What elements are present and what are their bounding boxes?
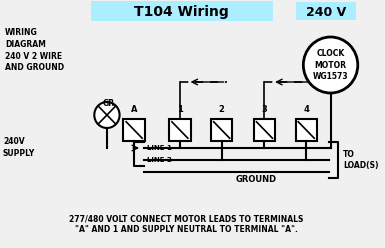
Text: T104 Wiring: T104 Wiring (134, 5, 229, 19)
Text: LINE 2: LINE 2 (147, 157, 172, 163)
Text: 277/480 VOLT CONNECT MOTOR LEADS TO TERMINALS
"A" AND 1 AND SUPPLY NEUTRAL TO TE: 277/480 VOLT CONNECT MOTOR LEADS TO TERM… (69, 215, 304, 234)
Text: 240V: 240V (3, 137, 25, 146)
Text: 3: 3 (261, 105, 267, 114)
Text: CLOCK
MOTOR
WG1573: CLOCK MOTOR WG1573 (313, 49, 348, 81)
Text: 4: 4 (303, 105, 309, 114)
FancyBboxPatch shape (296, 2, 356, 20)
Bar (296, 119, 317, 141)
Text: WIRING
DIAGRAM
240 V 2 WIRE
AND GROUND: WIRING DIAGRAM 240 V 2 WIRE AND GROUND (5, 28, 64, 72)
Circle shape (303, 37, 358, 93)
Text: TO
LOAD(S): TO LOAD(S) (343, 150, 379, 170)
Bar (124, 119, 145, 141)
Text: 240 V: 240 V (306, 5, 346, 19)
Text: LINE 1: LINE 1 (147, 145, 172, 151)
Circle shape (94, 102, 120, 128)
Bar (254, 119, 275, 141)
Text: A: A (131, 105, 137, 114)
Bar (211, 119, 233, 141)
Text: 2: 2 (219, 105, 224, 114)
FancyBboxPatch shape (91, 1, 273, 21)
Bar (169, 119, 191, 141)
Text: 1: 1 (177, 105, 183, 114)
Text: GR: GR (103, 99, 115, 108)
Text: SUPPLY: SUPPLY (3, 149, 35, 158)
Text: GROUND: GROUND (235, 175, 276, 184)
